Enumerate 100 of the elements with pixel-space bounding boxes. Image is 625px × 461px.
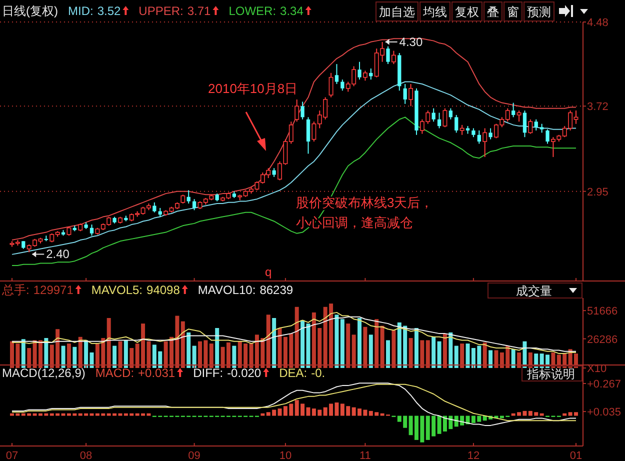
candlestick — [386, 46, 390, 65]
annotation: 2.40 — [46, 247, 70, 262]
bar — [540, 413, 544, 416]
annotation: 2010年10月8日 — [208, 81, 298, 96]
x-tick-label: 01 — [570, 450, 582, 461]
bar — [192, 346, 196, 368]
bar — [368, 334, 373, 368]
y-tick-label: 3.72 — [587, 101, 608, 114]
text: 94098 — [146, 283, 180, 297]
text: 窗 — [507, 5, 519, 19]
candlestick — [454, 114, 458, 134]
bar — [386, 340, 390, 368]
annotation: 4.30 — [399, 34, 423, 49]
bar — [124, 340, 128, 368]
bar — [260, 413, 265, 416]
text: 129971 — [33, 283, 74, 297]
y-tick-label: +0.035 — [587, 406, 621, 419]
text: 86239 — [260, 283, 294, 297]
candlestick — [328, 72, 334, 98]
candlestick — [152, 202, 156, 213]
candlestick — [300, 101, 304, 120]
candlestick — [442, 108, 448, 128]
y-tick-label: 2.95 — [587, 186, 608, 198]
candlestick — [186, 190, 190, 204]
bar — [106, 318, 111, 368]
candlestick — [403, 83, 407, 104]
bar — [380, 326, 384, 368]
candlestick — [522, 110, 527, 138]
y-tick-label: +0.267 — [587, 378, 621, 390]
line-series — [12, 38, 576, 241]
bar — [27, 348, 32, 368]
bar — [44, 338, 48, 368]
bar — [420, 340, 424, 368]
candlestick — [306, 116, 310, 154]
bar — [209, 344, 214, 368]
x-tick-label: 09 — [188, 450, 200, 461]
candlestick — [528, 118, 533, 134]
text: 3.52 — [97, 4, 122, 18]
bar — [21, 339, 26, 368]
candlestick — [340, 79, 344, 92]
bar — [437, 341, 442, 368]
bar — [408, 338, 413, 368]
bar — [488, 350, 493, 368]
annotation: 指标说明 — [526, 367, 575, 381]
bar — [414, 328, 418, 368]
bar — [494, 350, 498, 368]
text: MID: — [68, 4, 94, 18]
candlestick — [488, 128, 492, 140]
annotation: -0. — [311, 366, 326, 380]
candlestick — [534, 118, 538, 131]
series-label: DEA: — [279, 366, 308, 380]
y-tick-label: 4.48 — [587, 17, 608, 29]
bar — [460, 344, 464, 368]
chart-title: MACD(12,26,9) — [2, 366, 86, 380]
candlestick — [90, 224, 94, 236]
bar — [448, 332, 453, 368]
bar — [346, 324, 350, 368]
text: DIFF: — [193, 366, 224, 380]
candlestick — [334, 64, 339, 84]
text: MAVOL10: — [198, 283, 256, 297]
bar — [78, 336, 82, 368]
candlestick — [391, 50, 396, 65]
bar — [426, 340, 430, 368]
text: LOWER: — [228, 4, 276, 18]
text: 3.34 — [280, 4, 304, 18]
x-tick-label: 12 — [467, 450, 480, 461]
text: 预测 — [527, 5, 551, 19]
candlestick — [460, 124, 464, 136]
candlestick — [362, 70, 368, 82]
text: 总手: — [2, 283, 30, 297]
x-tick-label: 08 — [80, 450, 92, 461]
candlestick — [516, 110, 522, 122]
candlestick — [432, 108, 436, 122]
bar — [130, 348, 134, 368]
candlestick — [358, 61, 362, 80]
candlestick — [546, 128, 550, 144]
x-tick-label: 07 — [6, 450, 18, 461]
candlestick — [437, 112, 442, 129]
text: 均线 — [422, 5, 447, 19]
bar — [392, 330, 396, 368]
bar — [482, 342, 487, 368]
bar — [61, 346, 66, 368]
line-series — [12, 116, 576, 266]
candlestick — [408, 83, 414, 107]
bar — [432, 336, 436, 368]
text: MAVOL5: — [91, 283, 143, 297]
bar — [186, 332, 191, 368]
text: 加自选 — [379, 5, 415, 19]
bar — [272, 318, 276, 368]
chart-title: 日线(复权) — [2, 4, 58, 18]
text: UPPER: — [138, 4, 184, 18]
candlestick — [294, 98, 300, 122]
annotation: -0.020 — [227, 366, 262, 380]
bar — [363, 326, 368, 368]
annotation: q — [265, 265, 272, 279]
y-tick-label: 51666 — [587, 306, 618, 318]
text: 叠 — [487, 5, 499, 19]
x-tick-label: 10 — [279, 450, 292, 461]
text: 复权 — [455, 5, 479, 19]
candlestick — [512, 102, 516, 118]
